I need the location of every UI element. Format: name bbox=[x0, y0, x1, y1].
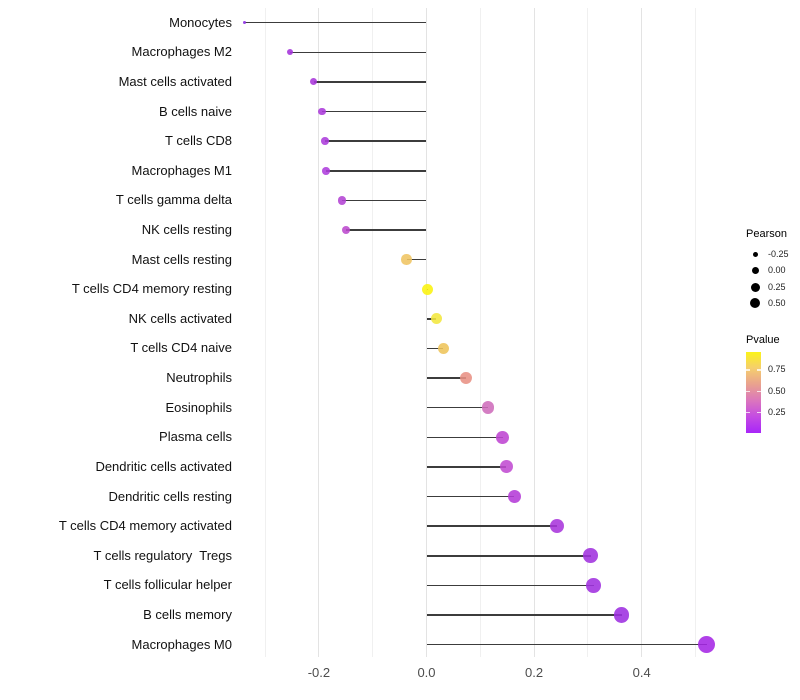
y-axis-label: Plasma cells bbox=[159, 429, 232, 445]
y-axis-label: Eosinophils bbox=[165, 399, 233, 415]
lollipop-dot bbox=[422, 283, 434, 295]
lollipop-segment bbox=[313, 81, 427, 83]
y-axis-label: T cells CD4 memory resting bbox=[71, 281, 232, 297]
y-axis-label: Macrophages M1 bbox=[131, 162, 232, 178]
lollipop-dot bbox=[430, 313, 442, 325]
lollipop-segment bbox=[426, 584, 594, 587]
y-axis-label: T cells regulatory Tregs bbox=[93, 547, 232, 563]
y-axis-label: B cells naive bbox=[159, 103, 232, 119]
size-legend-label: -0.25 bbox=[768, 249, 789, 260]
minor-gridline bbox=[587, 8, 589, 657]
lollipop-dot bbox=[614, 607, 630, 623]
y-axis-label: Monocytes bbox=[169, 14, 232, 30]
y-axis-label: Mast cells activated bbox=[118, 73, 232, 89]
lollipop-segment bbox=[406, 258, 427, 261]
size-legend-dot bbox=[752, 252, 758, 258]
lollipop-dot bbox=[437, 342, 449, 355]
y-axis-label: T cells CD8 bbox=[165, 133, 232, 149]
lollipop-dot bbox=[322, 166, 330, 175]
lollipop-segment bbox=[426, 377, 466, 379]
colorbar-tick-mark bbox=[746, 369, 750, 371]
major-gridline bbox=[533, 8, 535, 657]
lollipop-dot bbox=[401, 254, 412, 265]
lollipop-segment bbox=[290, 51, 427, 54]
size-legend-label: 0.50 bbox=[768, 297, 786, 308]
major-gridline bbox=[318, 8, 320, 657]
x-axis-tick-label: -0.2 bbox=[307, 665, 331, 680]
lollipop-segment bbox=[322, 110, 427, 113]
x-axis-tick-label: 0.0 bbox=[417, 665, 436, 680]
lollipop-segment bbox=[345, 229, 427, 231]
lollipop-segment bbox=[324, 140, 427, 142]
minor-gridline bbox=[264, 8, 266, 657]
pvalue-colorbar bbox=[746, 352, 761, 433]
size-legend-dot bbox=[750, 298, 761, 308]
major-gridline bbox=[426, 8, 427, 657]
colorbar-tick-mark bbox=[757, 369, 761, 371]
lollipop-dot bbox=[496, 430, 510, 444]
y-axis-label: NK cells resting bbox=[141, 222, 232, 238]
y-axis-label: Macrophages M0 bbox=[131, 636, 232, 652]
major-gridline bbox=[641, 8, 643, 657]
lollipop-dot bbox=[459, 372, 472, 385]
y-axis-label: NK cells activated bbox=[128, 310, 232, 326]
lollipop-dot bbox=[698, 636, 716, 654]
size-legend-title: Pearson bbox=[746, 228, 787, 240]
lollipop-dot bbox=[499, 460, 513, 474]
lollipop-dot bbox=[287, 49, 294, 56]
lollipop-segment bbox=[426, 643, 707, 646]
lollipop-segment bbox=[426, 614, 622, 616]
lollipop-dot bbox=[337, 196, 347, 205]
lollipop-segment bbox=[426, 466, 507, 468]
lollipop-dot bbox=[583, 548, 598, 564]
colorbar-tick-mark bbox=[757, 411, 761, 414]
y-axis-label: B cells memory bbox=[143, 607, 232, 623]
lollipop-segment bbox=[342, 199, 427, 202]
lollipop-segment bbox=[426, 436, 503, 439]
size-legend-dot bbox=[750, 282, 760, 292]
x-axis-tick-label: 0.4 bbox=[632, 665, 651, 680]
y-axis-label: Dendritic cells activated bbox=[95, 458, 232, 474]
lollipop-dot bbox=[321, 137, 329, 145]
y-axis-label: T cells CD4 naive bbox=[130, 340, 232, 356]
lollipop-dot bbox=[318, 107, 326, 116]
lollipop-segment bbox=[426, 555, 591, 557]
y-axis-label: Dendritic cells resting bbox=[108, 488, 232, 504]
y-axis-label: Neutrophils bbox=[166, 370, 232, 386]
y-axis-label: T cells CD4 memory activated bbox=[58, 518, 232, 534]
lollipop-segment bbox=[426, 525, 557, 527]
lollipop-dot bbox=[549, 519, 564, 534]
lollipop-dot bbox=[243, 21, 247, 25]
lollipop-dot bbox=[481, 401, 495, 414]
color-legend-title: Pvalue bbox=[746, 334, 780, 346]
y-axis-label: T cells follicular helper bbox=[103, 577, 232, 593]
minor-gridline bbox=[695, 8, 696, 657]
y-axis-label: Mast cells resting bbox=[131, 251, 232, 267]
lollipop-segment bbox=[244, 21, 427, 24]
lollipop-dot bbox=[586, 578, 602, 593]
colorbar-tick-mark bbox=[757, 390, 761, 393]
lollipop-dot bbox=[309, 78, 318, 86]
colorbar-tick-label: 0.25 bbox=[768, 407, 786, 418]
size-legend-label: 0.25 bbox=[768, 281, 786, 292]
minor-gridline bbox=[372, 8, 374, 657]
y-axis-label: Macrophages M2 bbox=[131, 44, 232, 60]
colorbar-tick-label: 0.75 bbox=[768, 364, 786, 375]
minor-gridline bbox=[479, 8, 481, 657]
lollipop-dot bbox=[507, 490, 521, 504]
lollipop-segment bbox=[426, 406, 488, 409]
size-legend-dot bbox=[751, 266, 760, 275]
colorbar-tick-mark bbox=[746, 390, 750, 393]
lollipop-dot bbox=[341, 225, 350, 235]
colorbar-tick-mark bbox=[746, 411, 750, 414]
lollipop-segment bbox=[325, 170, 427, 172]
colorbar-tick-label: 0.50 bbox=[768, 385, 786, 396]
lollipop-segment bbox=[426, 495, 515, 498]
y-axis-label: T cells gamma delta bbox=[115, 192, 232, 208]
lollipop-segment bbox=[426, 347, 444, 350]
x-axis-tick-label: 0.2 bbox=[525, 665, 544, 680]
size-legend-label: 0.00 bbox=[768, 265, 786, 276]
